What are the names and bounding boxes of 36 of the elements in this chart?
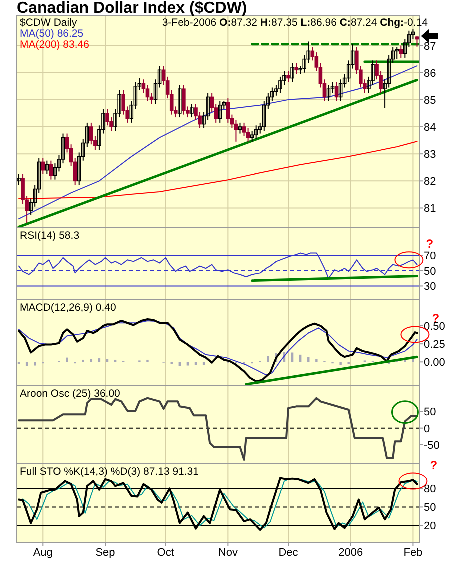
y-tick-label: 0.00 [424,357,446,370]
y-tick-label: 85 [424,94,436,107]
y-tick-label: 82 [424,176,436,188]
text: 3-Feb-2006 O:87.32 H:87.35 L:86.96 C:87.24 Chg:-0.14 [162,17,428,29]
chart-title: RSI(14) 58.3 [20,230,80,242]
chart-title: Full STO %K(14,3) %D(3) 87.13 91.31 [20,466,200,478]
y-tick-label: 50 [424,502,436,514]
y-tick-label: 86 [424,68,436,80]
chart-title: MACD(12,26,9) 0.40 [20,302,116,314]
chart-title: Aroon Osc (25) 36.00 [20,388,121,400]
text: MA(200) 83.46 [20,39,90,51]
x-tick-label: Feb [404,547,423,559]
y-tick-label: 30 [424,281,436,294]
y-tick-label: 0 [424,423,430,436]
x-tick-label: Dec [278,547,299,559]
y-tick-label: 80 [424,484,436,496]
y-tick-label: 0.25 [424,339,446,352]
y-tick-label: 81 [424,203,436,216]
y-tick-label: 83 [424,149,436,162]
x-tick-label: Sep [96,547,116,559]
y-tick-label: 84 [424,122,436,134]
chart-title: Canadian Dollar Index ($CDW) [17,0,248,17]
x-tick-label: Aug [33,547,53,559]
x-tick-label: Nov [218,547,238,559]
annotation: ? [426,237,434,252]
text: MA(50) 86.25 [20,28,84,40]
x-tick-label: Oct [157,547,174,559]
x-tick-label: 2006 [338,547,364,559]
y-tick-label: 20 [424,520,436,533]
y-tick-label: 70 [424,250,436,263]
y-tick-label: 87 [424,40,436,53]
y-tick-label: -50 [424,440,440,452]
annotation: ? [430,458,438,472]
y-tick-label: 50 [424,266,436,278]
y-tick-label: 50 [424,406,436,419]
annotation: $CDW Daily [20,17,78,29]
